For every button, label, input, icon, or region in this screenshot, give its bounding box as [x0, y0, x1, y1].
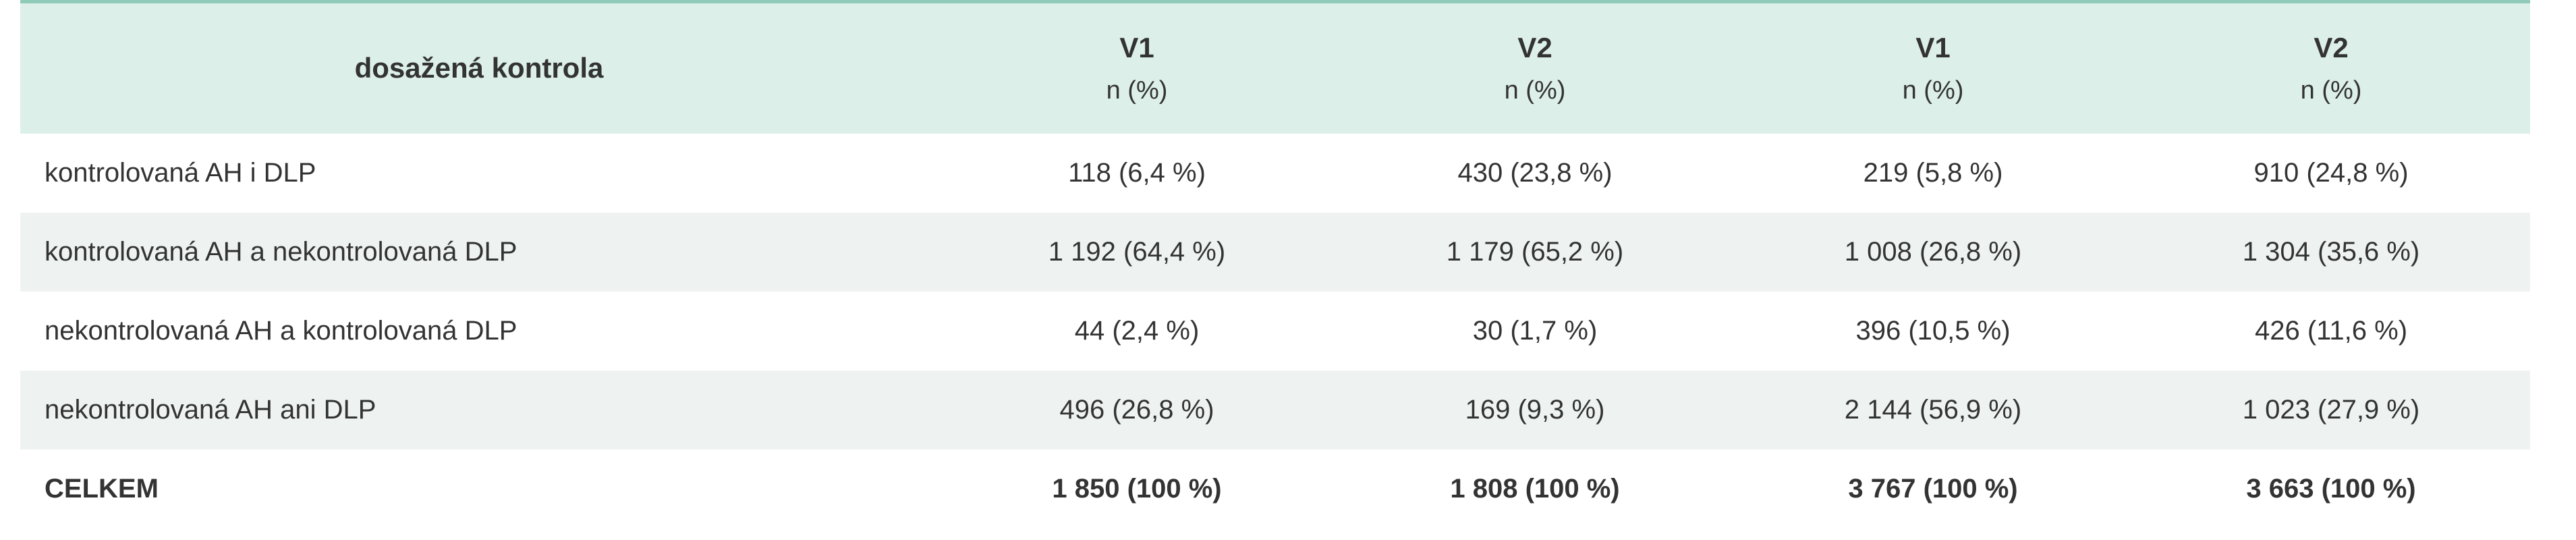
- cell: 496 (26,8 %): [1059, 394, 1214, 425]
- row-label: kontrolovaná AH a nekontrolovaná DLP: [45, 236, 517, 267]
- column-sub: n (%): [1902, 76, 1964, 105]
- column-label: V2: [1517, 31, 1552, 63]
- cell: 118 (6,4 %): [1068, 157, 1206, 188]
- header-row: dosažená kontrola V1 n (%) V2 n (%) V1 n (%) V…: [20, 1, 2530, 134]
- cell: 169 (9,3 %): [1465, 394, 1605, 425]
- cell: 1 304 (35,6 %): [2242, 236, 2420, 267]
- table-row: nekontrolovaná AH a kontrolovaná DLP 44 (…: [20, 292, 2530, 371]
- table-row: nekontrolovaná AH ani DLP 496 (26,8 %) 169…: [20, 370, 2530, 450]
- cell: 44 (2,4 %): [1074, 315, 1200, 346]
- cell: 430 (23,8 %): [1457, 157, 1613, 188]
- cell: 1 179 (65,2 %): [1446, 236, 1624, 267]
- cell: 3 767 (100 %): [1848, 473, 2018, 504]
- column-sub: n (%): [1106, 76, 1168, 105]
- cell: 910 (24,8 %): [2253, 157, 2409, 188]
- cell: 396 (10,5 %): [1855, 315, 2011, 346]
- cell: 219 (5,8 %): [1863, 157, 2003, 188]
- cell: 3 663 (100 %): [2246, 473, 2416, 504]
- table-row: kontrolovaná AH a nekontrolovaná DLP 1 19…: [20, 212, 2530, 292]
- cell: 1 192 (64,4 %): [1048, 236, 1226, 267]
- cell: 1 008 (26,8 %): [1844, 236, 2022, 267]
- cell: 426 (11,6 %): [2254, 315, 2408, 346]
- table-header: dosažená kontrola V1 n (%) V2 n (%) V1 n (%) V…: [20, 1, 2530, 134]
- table-body: kontrolovaná AH i DLP 118 (6,4 %) 430 (23,…: [20, 134, 2530, 529]
- row-label: nekontrolovaná AH ani DLP: [45, 394, 376, 425]
- column-header: V1 n (%): [1734, 2, 2132, 134]
- cell: 30 (1,7 %): [1472, 315, 1598, 346]
- column-sub: n (%): [1504, 76, 1566, 105]
- cell: 1 023 (27,9 %): [2242, 394, 2420, 425]
- header-title: dosažená kontrola: [354, 52, 604, 84]
- row-label: nekontrolovaná AH a kontrolovaná DLP: [45, 315, 517, 346]
- column-label: V1: [1915, 31, 1951, 63]
- column-header: V2 n (%): [2132, 2, 2530, 134]
- column-header: V2 n (%): [1336, 2, 1734, 134]
- column-label: V1: [1119, 31, 1154, 63]
- column-header: V1 n (%): [938, 2, 1336, 134]
- cell: 1 808 (100 %): [1450, 473, 1620, 504]
- column-label: V2: [2314, 31, 2349, 63]
- row-label: CELKEM: [45, 473, 159, 504]
- column-sub: n (%): [2300, 76, 2362, 105]
- row-label: kontrolovaná AH i DLP: [45, 157, 316, 188]
- data-table: dosažená kontrola V1 n (%) V2 n (%) V1 n (%) V…: [20, 0, 2530, 529]
- cell: 1 850 (100 %): [1052, 473, 1222, 504]
- table-row: kontrolovaná AH i DLP 118 (6,4 %) 430 (23,…: [20, 134, 2530, 213]
- table-row: CELKEM 1 850 (100 %) 1 808 (100 %) 3 767 (1…: [20, 450, 2530, 529]
- cell: 2 144 (56,9 %): [1844, 394, 2022, 425]
